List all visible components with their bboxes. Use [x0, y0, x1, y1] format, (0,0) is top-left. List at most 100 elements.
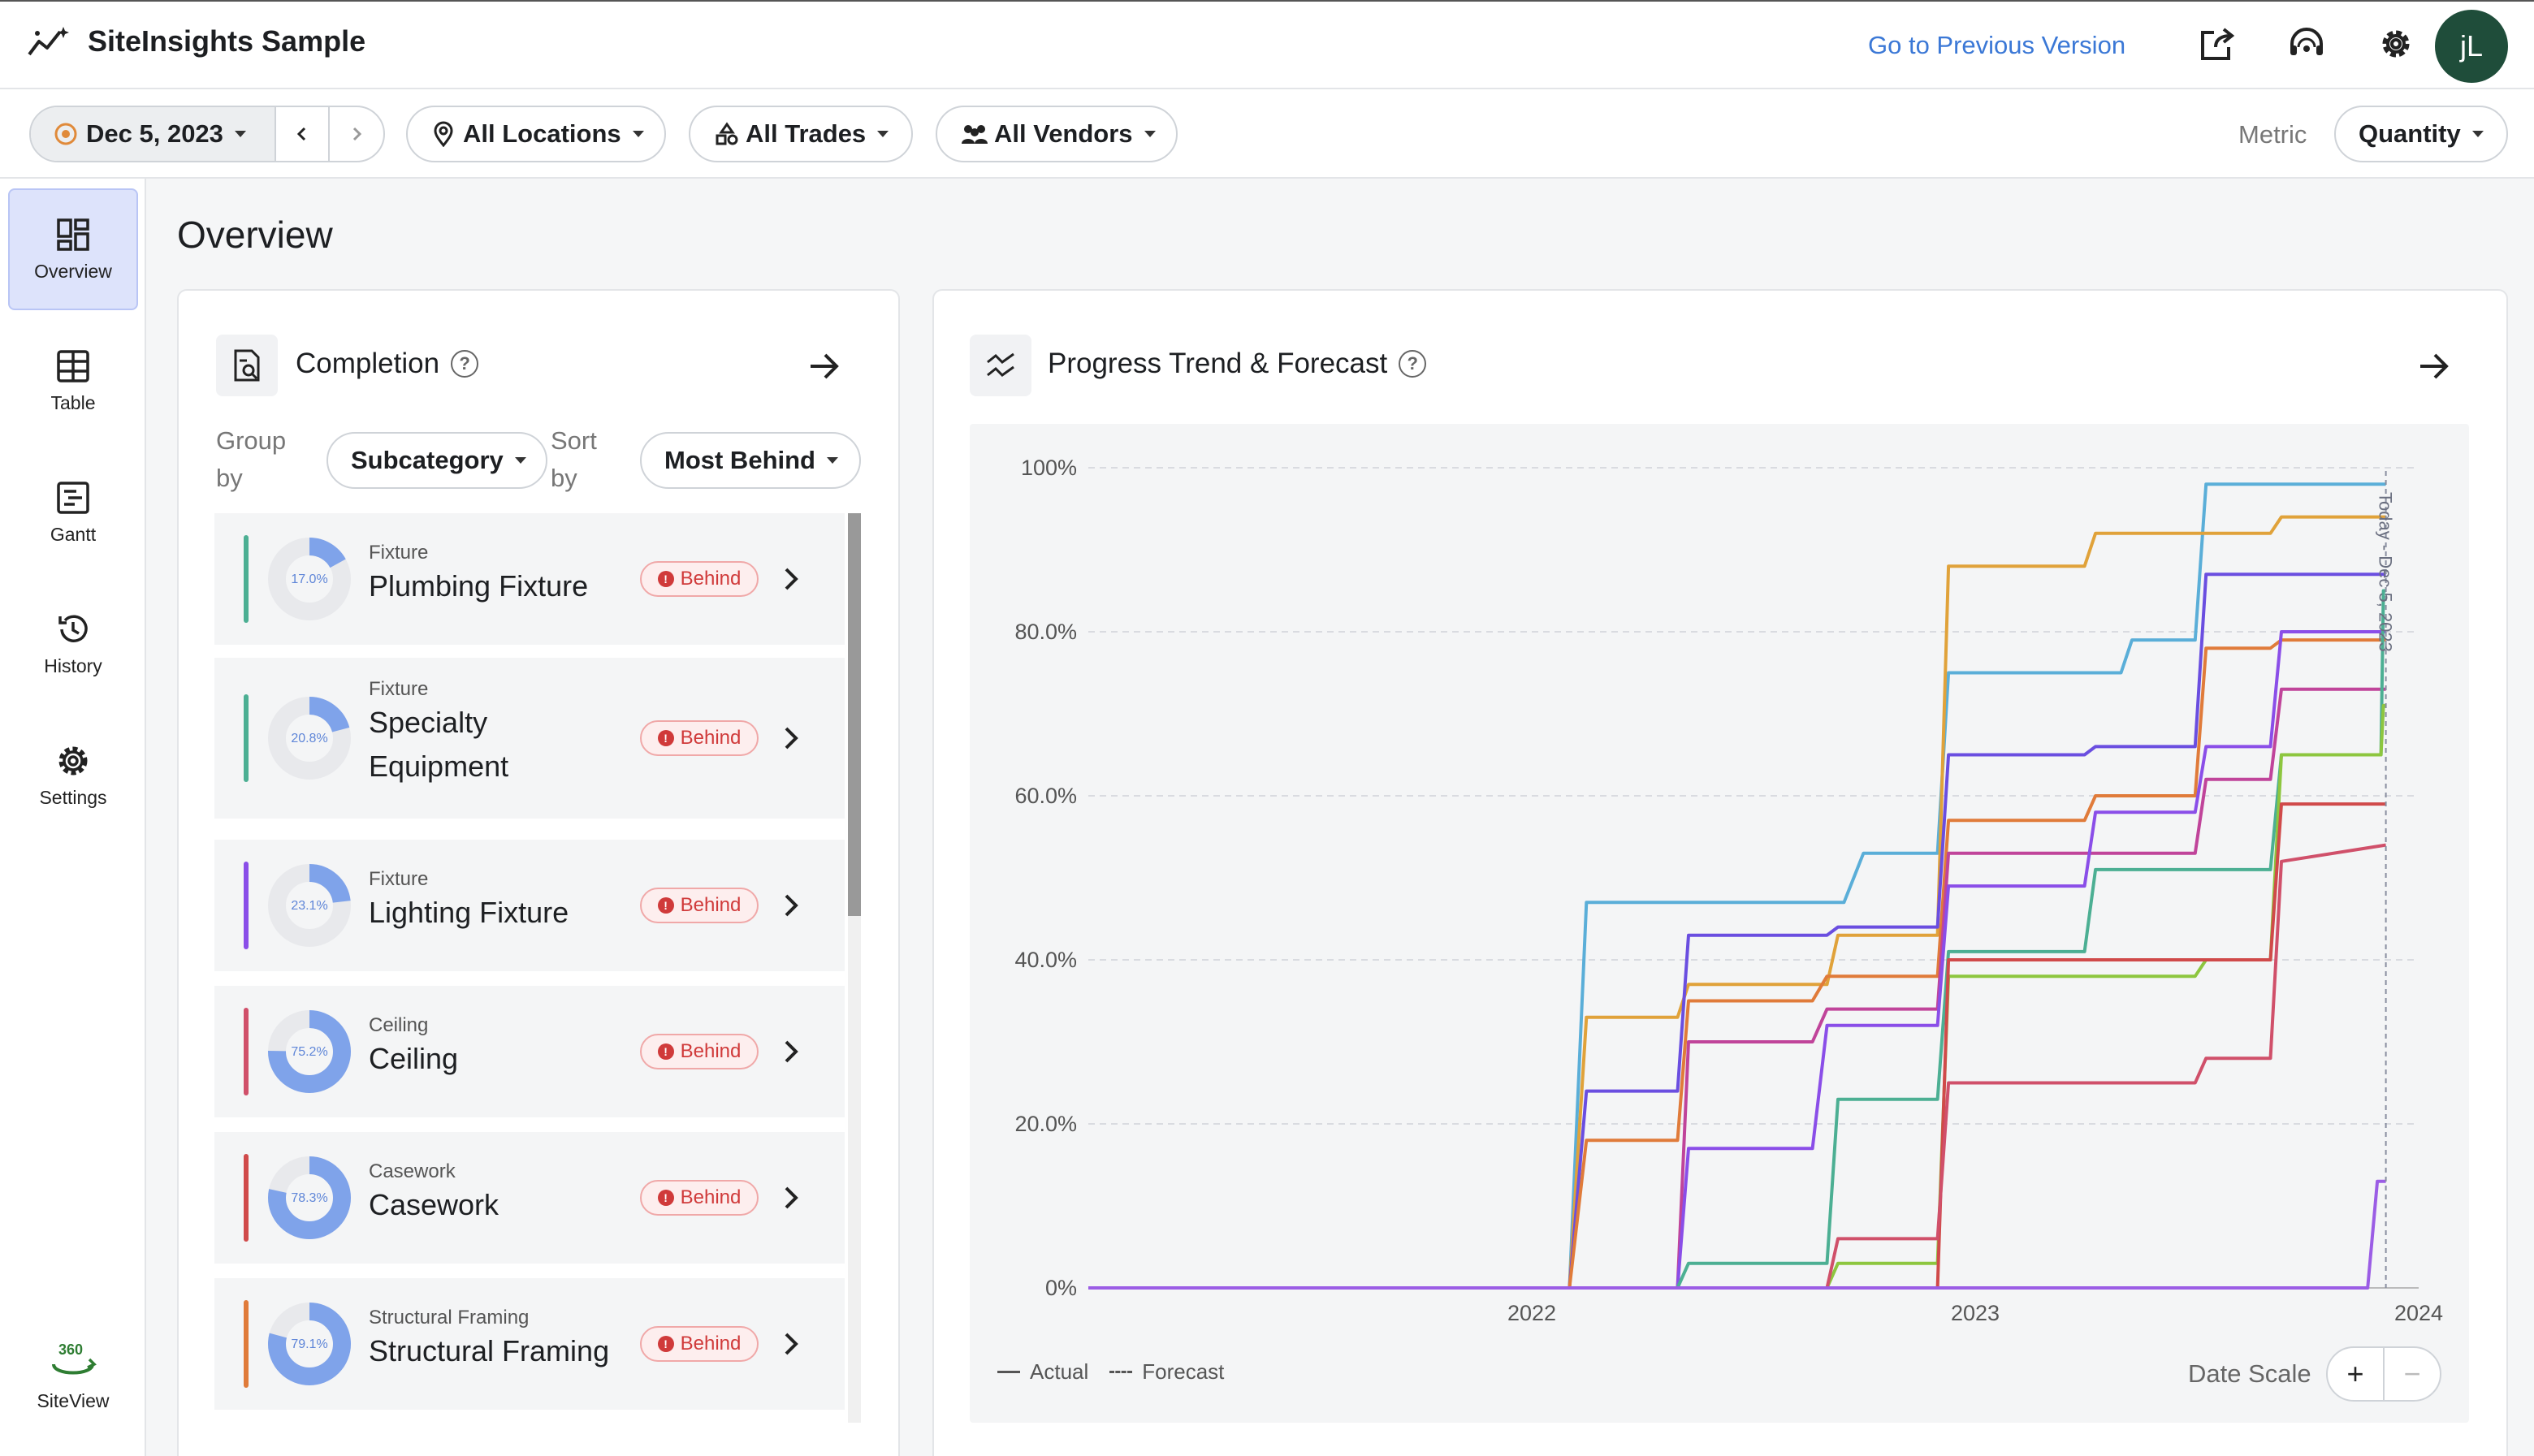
settings-gear-icon[interactable]: [2373, 21, 2419, 67]
locations-filter[interactable]: All Locations: [406, 106, 666, 162]
sidebar-item-gantt[interactable]: Gantt: [8, 451, 138, 573]
top-bar: SiteInsights Sample Go to Previous Versi…: [0, 0, 2534, 89]
brand[interactable]: SiteInsights Sample: [28, 24, 365, 58]
status-text: Behind: [680, 1333, 742, 1354]
row-category: Fixture: [369, 678, 429, 700]
alert-icon: !: [657, 1043, 674, 1060]
status-badge: ! Behind: [640, 1034, 759, 1069]
app-title: SiteInsights Sample: [88, 24, 366, 58]
row-name-line: Plumbing Fixture: [369, 569, 589, 603]
y-tick-label: 60.0%: [1014, 784, 1077, 808]
sidebar-item-settings[interactable]: Settings: [8, 715, 138, 836]
trend-chart-icon: [970, 335, 1031, 396]
series-line[interactable]: [1088, 515, 2386, 1290]
chevron-right-icon[interactable]: [775, 722, 807, 754]
sidebar-item-table[interactable]: Table: [8, 320, 138, 442]
row-name: Casework: [369, 1183, 499, 1227]
arrow-right-icon[interactable]: [2417, 349, 2451, 383]
gantt-icon: [57, 481, 89, 514]
category-color-bar: [244, 1154, 249, 1242]
list-item[interactable]: 79.1% Structural Framing Structural Framin…: [214, 1278, 845, 1410]
list-item[interactable]: 20.8% Fixture Specialty Equipment! Behind: [214, 658, 845, 819]
list-scrollbar[interactable]: [848, 513, 861, 1423]
category-color-bar: [244, 1300, 249, 1388]
gear-icon: [58, 746, 88, 775]
metric-select[interactable]: Quantity: [2334, 106, 2508, 162]
list-item[interactable]: 17.0% Fixture Plumbing Fixture! Behind: [214, 513, 845, 645]
sidebar-item-history[interactable]: History: [8, 583, 138, 705]
status-text: Behind: [680, 568, 742, 590]
chevron-right-icon[interactable]: [775, 1035, 807, 1068]
list-item[interactable]: 23.1% Fixture Lighting Fixture! Behind: [214, 840, 845, 971]
vendors-filter[interactable]: All Vendors: [936, 106, 1178, 162]
y-tick-label: 100%: [1021, 456, 1077, 480]
status-badge: ! Behind: [640, 888, 759, 923]
completion-title: Completion ?: [296, 348, 479, 380]
support-headset-icon[interactable]: [2284, 21, 2329, 67]
report-search-icon: [216, 335, 278, 396]
y-tick-label: 0%: [1045, 1276, 1077, 1300]
series-line[interactable]: [1088, 638, 2386, 1290]
chart-legend: Actual Forecast: [997, 1359, 1224, 1385]
alert-icon: !: [657, 1190, 674, 1206]
sidebar-item-label: Gantt: [50, 523, 97, 545]
metric-label: Metric: [2238, 120, 2307, 149]
side-nav: Overview Table Gantt History Settings 36…: [0, 179, 146, 1456]
list-item[interactable]: 75.2% Ceiling Ceiling! Behind: [214, 986, 845, 1117]
series-line[interactable]: [1088, 630, 2386, 1290]
sidebar-item-label: Settings: [39, 786, 107, 808]
series-line[interactable]: [1088, 1179, 2386, 1290]
date-picker[interactable]: Dec 5, 2023: [31, 107, 276, 161]
legend-actual: Actual: [1030, 1359, 1089, 1384]
siteview-360-icon: 360: [49, 1342, 97, 1382]
group-by-label-line2: by: [216, 464, 243, 492]
series-line[interactable]: [1088, 572, 2386, 1290]
chevron-down-icon: [514, 457, 526, 464]
next-date-button[interactable]: [330, 107, 383, 161]
completion-donut: 78.3%: [268, 1156, 351, 1239]
chevron-down-icon: [1144, 131, 1156, 137]
sort-by-value: Most Behind: [664, 446, 815, 474]
series-line[interactable]: [1088, 843, 2386, 1290]
list-item[interactable]: 78.3% Casework Casework! Behind: [214, 1132, 845, 1264]
completion-donut: 20.8%: [268, 697, 351, 780]
chevron-right-icon[interactable]: [775, 889, 807, 922]
progress-trend-title-text: Progress Trend & Forecast: [1048, 348, 1388, 379]
help-icon[interactable]: ?: [1399, 350, 1427, 378]
chevron-right-icon[interactable]: [775, 1182, 807, 1214]
completion-donut: 79.1%: [268, 1303, 351, 1385]
arrow-right-icon[interactable]: [807, 349, 841, 383]
chart-panel: 0% 20.0% 40.0% 60.0% 80.0% 100% 2022 2023 2024 To…: [970, 424, 2469, 1423]
date-scale-label: Date Scale: [2188, 1359, 2311, 1388]
group-by-label-line1: Group: [216, 426, 287, 455]
series-line[interactable]: [1088, 482, 2386, 1290]
sidebar-item-siteview[interactable]: 360 SiteView: [8, 1316, 138, 1437]
series-line[interactable]: [1088, 802, 2386, 1290]
series-line[interactable]: [1088, 589, 2386, 1290]
user-avatar[interactable]: jL: [2435, 10, 2508, 83]
series-line[interactable]: [1088, 687, 2386, 1290]
chevron-right-icon[interactable]: [775, 1328, 807, 1360]
sidebar-item-overview[interactable]: Overview: [8, 188, 138, 310]
date-value: Dec 5, 2023: [86, 119, 223, 148]
location-pin-icon: [434, 121, 453, 147]
alert-icon: !: [657, 571, 674, 587]
go-to-previous-version-link[interactable]: Go to Previous Version: [1868, 31, 2126, 59]
row-name: Ceiling: [369, 1037, 458, 1081]
progress-trend-chart[interactable]: 0% 20.0% 40.0% 60.0% 80.0% 100% 2022 2023 2024 To…: [970, 424, 2469, 1423]
sort-by-select[interactable]: Most Behind: [640, 432, 861, 489]
previous-date-button[interactable]: [276, 107, 330, 161]
help-icon[interactable]: ?: [451, 350, 479, 378]
chevron-down-icon: [827, 457, 838, 464]
list-scrollbar-thumb[interactable]: [848, 513, 861, 916]
series-line[interactable]: [1088, 703, 2386, 1290]
group-by-select[interactable]: Subcategory: [326, 432, 547, 489]
trades-filter[interactable]: All Trades: [689, 106, 913, 162]
history-icon: [58, 614, 88, 642]
zoom-out-button[interactable]: −: [2403, 1357, 2421, 1390]
row-name-line: Structural Framing: [369, 1334, 610, 1367]
zoom-in-button[interactable]: +: [2328, 1348, 2385, 1400]
chevron-right-icon[interactable]: [775, 563, 807, 595]
share-icon[interactable]: [2195, 21, 2240, 67]
category-color-bar: [244, 694, 249, 782]
